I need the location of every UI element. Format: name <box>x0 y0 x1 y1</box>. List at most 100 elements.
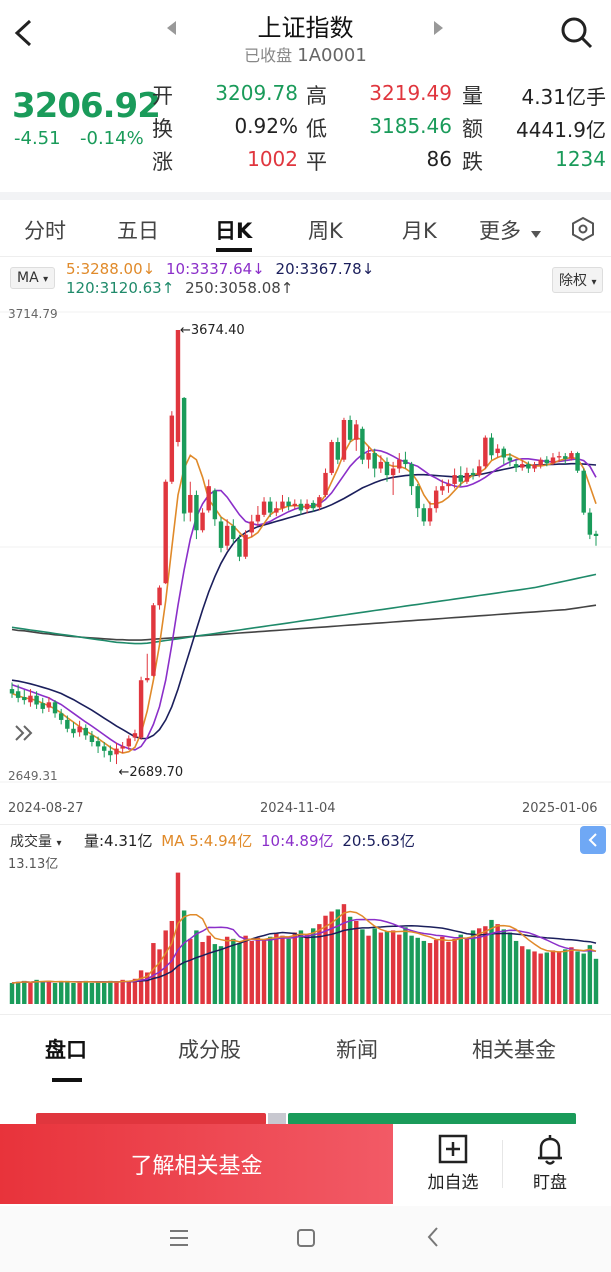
bottom-tab-2[interactable]: 新闻 <box>336 1038 378 1062</box>
candle <box>188 481 193 522</box>
candle <box>532 461 537 473</box>
volume-bar <box>9 982 15 1004</box>
candle <box>446 479 451 493</box>
stock-code: 1A0001 <box>297 45 367 66</box>
search-icon[interactable] <box>560 16 594 50</box>
volume-bar <box>34 979 39 1004</box>
stat-value: 3209.78 <box>215 81 298 105</box>
stat-label: 低 <box>306 117 327 141</box>
volume-bar <box>433 939 439 1004</box>
volume-bar <box>194 930 199 1004</box>
volume-bar <box>476 928 482 1004</box>
stat-value: 4.31亿手 <box>521 85 606 109</box>
candle <box>550 453 556 465</box>
x-axis-label: 2025-01-06 <box>522 801 598 816</box>
volume-bar <box>489 919 494 1004</box>
low-annotation: ←2689.70 <box>119 765 184 780</box>
volume-value: 量:4.31亿 <box>84 832 153 850</box>
volume-ma-legend: 量:4.31亿 MA 5:4.94亿 10:4.89亿 20:5.63亿 <box>84 830 415 851</box>
candle <box>58 708 64 725</box>
bottom-tab-1[interactable]: 成分股 <box>178 1038 241 1062</box>
volume-indicator-select[interactable]: 成交量 ▾ <box>8 829 63 853</box>
system-back-icon[interactable] <box>426 1226 440 1252</box>
candle <box>384 457 390 482</box>
tab-0[interactable]: 分时 <box>24 219 66 243</box>
tab-4[interactable]: 月K <box>402 219 437 243</box>
candle <box>317 494 322 511</box>
home-icon[interactable] <box>296 1228 316 1252</box>
volume-bar <box>483 926 488 1004</box>
expand-panel-button[interactable] <box>580 826 606 854</box>
candle <box>311 500 316 512</box>
volume-bar <box>169 920 175 1004</box>
next-stock-icon[interactable] <box>433 20 445 40</box>
volume-bar <box>46 980 52 1004</box>
volume-bar <box>317 924 322 1004</box>
settings-icon[interactable] <box>569 215 597 247</box>
y-max-label: 3714.79 <box>8 307 58 321</box>
candle <box>46 697 52 712</box>
candle <box>108 745 113 762</box>
volume-chart[interactable]: 13.13亿 <box>0 854 611 1006</box>
candle <box>538 457 543 469</box>
volume-bar <box>71 982 76 1004</box>
back-icon[interactable] <box>10 18 36 48</box>
volume-bar <box>237 943 242 1004</box>
bell-icon <box>535 1134 565 1166</box>
adjust-select[interactable]: 除权 ▾ <box>552 267 604 293</box>
candle <box>347 415 353 443</box>
volume-bar <box>151 943 156 1004</box>
candle <box>9 682 15 698</box>
candle <box>329 439 334 476</box>
indicator-select[interactable]: MA ▾ <box>10 267 56 289</box>
candle <box>563 453 568 465</box>
volume-bar <box>138 970 144 1004</box>
candle <box>440 479 445 495</box>
volume-bar <box>145 972 150 1004</box>
bottom-tab-3[interactable]: 相关基金 <box>472 1038 556 1062</box>
candle <box>304 499 310 514</box>
candle <box>65 715 70 733</box>
candle <box>507 453 513 467</box>
page-title: 上证指数 <box>257 14 354 42</box>
learn-funds-button[interactable]: 了解相关基金 <box>0 1124 393 1204</box>
volume-bar <box>132 978 138 1004</box>
volume-bar <box>464 937 470 1004</box>
volume-bar <box>188 938 193 1004</box>
tab-3[interactable]: 周K <box>308 219 343 243</box>
ma10-value: 10:3337.64 <box>166 260 253 278</box>
volume-bar <box>526 949 531 1004</box>
tab-2[interactable]: 日K <box>215 219 253 243</box>
volume-bar <box>28 982 33 1004</box>
recent-apps-icon[interactable] <box>168 1228 190 1252</box>
stat-label: 换 <box>152 117 173 141</box>
ma5-value: 5:3288.00 <box>66 260 143 278</box>
buy-ratio-bar <box>36 1113 266 1125</box>
candle <box>157 585 162 610</box>
candle <box>397 453 402 473</box>
candle <box>194 490 199 540</box>
collapse-panel-icon[interactable] <box>10 722 40 744</box>
bottom-tab-0[interactable]: 盘口 <box>45 1038 87 1062</box>
candle <box>218 517 224 553</box>
volume-bar <box>83 980 88 1004</box>
prev-stock-icon[interactable] <box>165 20 177 40</box>
candle <box>101 741 107 758</box>
volume-bar <box>52 982 58 1004</box>
candlestick-chart[interactable]: 3714.79 2649.31 ←3674.40 ←2689.70 2024-08-27… <box>0 302 611 822</box>
volume-bar <box>384 931 390 1004</box>
add-watchlist-button[interactable]: 加自选 <box>418 1134 488 1200</box>
tab-1[interactable]: 五日 <box>117 219 159 243</box>
candle <box>71 722 76 738</box>
volume-bar <box>126 980 132 1004</box>
candle <box>483 435 488 469</box>
candle <box>261 497 267 518</box>
tab-5[interactable]: 更多 <box>479 219 521 243</box>
candle <box>476 459 482 478</box>
volume-bar <box>311 928 316 1004</box>
stat-label: 高 <box>306 84 327 108</box>
tabs-divider <box>0 256 611 257</box>
candle <box>427 501 433 526</box>
monitor-button[interactable]: 盯盘 <box>515 1134 585 1200</box>
volume-bar <box>440 936 445 1004</box>
